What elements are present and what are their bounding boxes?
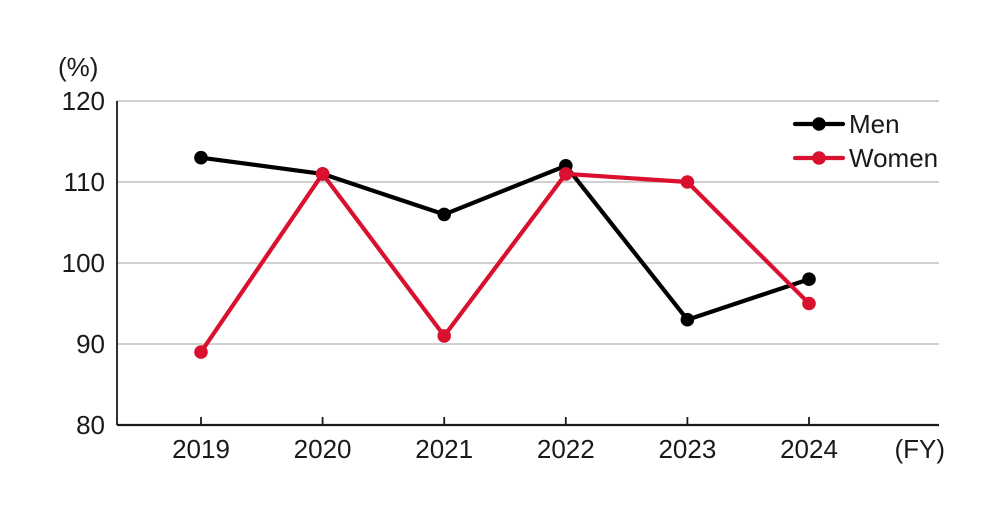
y-tick-label-100: 100 [62, 248, 105, 278]
data-point-women-2024 [802, 296, 816, 311]
data-point-women-2021 [437, 329, 452, 343]
legend-label-men: Men [849, 109, 900, 139]
x-tick-label-2019: 2019 [172, 434, 230, 464]
y-tick-label-110: 110 [64, 167, 105, 197]
series-line-women [198, 171, 812, 355]
x-tick-label-2024: 2024 [780, 434, 838, 464]
x-tick-label-2020: 2020 [294, 434, 352, 464]
y-tick-label-120: 120 [62, 86, 105, 116]
data-point-men-2019 [194, 150, 208, 165]
x-tick-label-2023: 2023 [658, 434, 716, 464]
x-tick-label-2021: 2021 [415, 434, 473, 464]
y-axis-unit-label: (%) [58, 52, 98, 82]
x-tick-label-2022: 2022 [537, 434, 595, 464]
data-point-women-2019 [194, 345, 208, 359]
data-point-men-2021 [437, 207, 452, 222]
y-tick-label-90: 90 [76, 329, 105, 359]
data-point-men-2023 [680, 312, 695, 327]
data-point-women-2020 [315, 167, 330, 181]
data-point-women-2023 [680, 175, 695, 189]
legend-marker-men [812, 117, 826, 131]
legend-marker-women [812, 151, 826, 165]
data-point-men-2024 [802, 272, 816, 287]
data-point-women-2022 [559, 167, 573, 181]
legend-label-women: Women [849, 143, 938, 173]
y-tick-label-80: 80 [76, 410, 105, 440]
x-axis-suffix-label: (FY) [894, 434, 945, 464]
series-line-men [198, 155, 812, 322]
